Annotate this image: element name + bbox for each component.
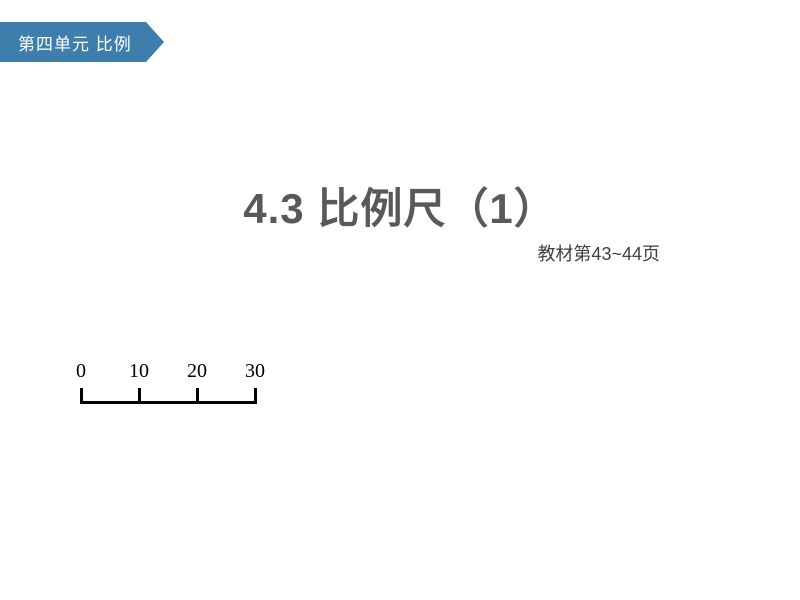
- scale-label: 10: [129, 360, 149, 383]
- unit-banner-body: 第四单元 比例: [0, 22, 146, 62]
- scale-bar: [80, 386, 257, 404]
- scale-labels: 0102030: [80, 360, 274, 384]
- unit-banner: 第四单元 比例: [0, 22, 164, 62]
- scale-ruler: 0102030: [80, 360, 274, 404]
- scale-tick: [138, 388, 141, 404]
- scale-baseline: [80, 401, 257, 404]
- scale-tick: [196, 388, 199, 404]
- scale-label: 20: [187, 360, 207, 383]
- page-title: 4.3 比例尺（1）: [0, 175, 800, 236]
- scale-tick: [254, 388, 257, 404]
- scale-label: 0: [76, 360, 86, 383]
- scale-tick: [80, 388, 83, 404]
- unit-banner-arrow: [146, 22, 164, 62]
- page-subtitle: 教材第43~44页: [537, 240, 660, 266]
- scale-label: 30: [245, 360, 265, 383]
- unit-banner-text: 第四单元 比例: [18, 30, 132, 55]
